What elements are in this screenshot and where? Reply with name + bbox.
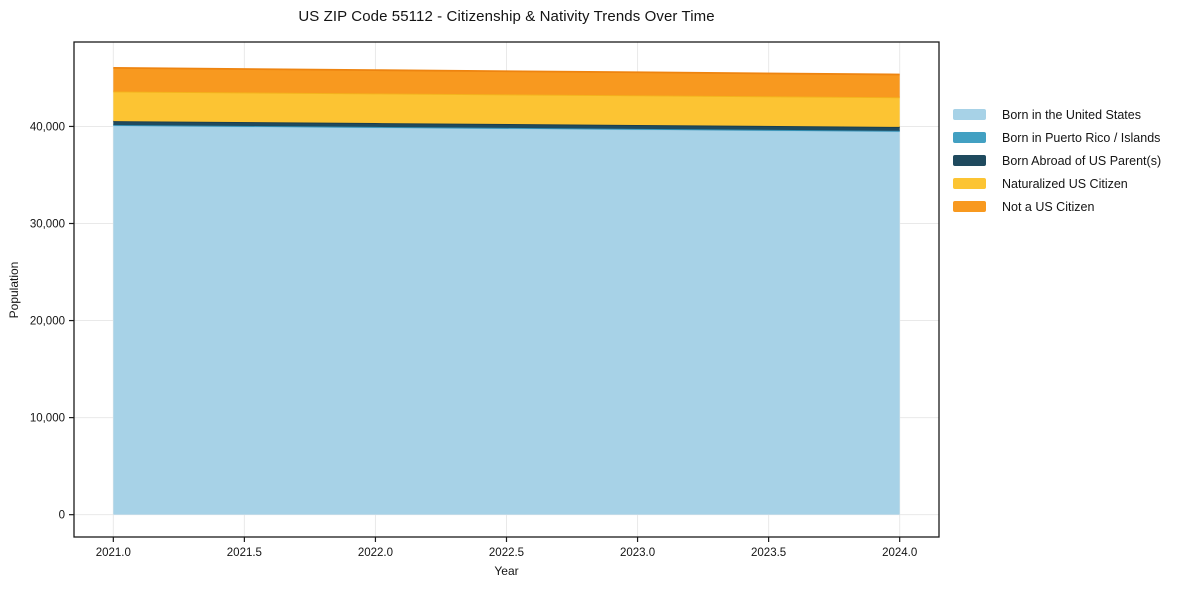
y-tick-label: 20,000 [30,316,65,328]
legend-swatch-born-in-puerto-rico-islands [953,132,986,143]
area-born-in-the-united-states [113,125,900,515]
y-tick-label: 0 [59,510,65,522]
x-tick-label: 2022.5 [489,547,524,559]
legend-item-born-abroad-of-us-parent-s: Born Abroad of US Parent(s) [953,149,1161,172]
area-born-abroad-of-us-parent-s [113,121,900,131]
y-tick-label: 40,000 [30,121,65,133]
legend-item-born-in-the-united-states: Born in the United States [953,103,1161,126]
legend-label: Naturalized US Citizen [1002,176,1128,191]
legend-label: Born in Puerto Rico / Islands [1002,130,1161,145]
x-tick-label: 2021.5 [227,547,262,559]
x-tick-label: 2023.0 [620,547,655,559]
legend: Born in the United States Born in Puerto … [953,103,1161,218]
x-axis-label: Year [494,564,519,578]
legend-swatch-naturalized-us-citizen [953,178,986,189]
legend-label: Not a US Citizen [1002,199,1095,214]
x-tick-label: 2024.0 [882,547,917,559]
x-tick-label: 2022.0 [358,547,393,559]
legend-swatch-born-in-the-united-states [953,109,986,120]
area-not-a-us-citizen [113,67,900,98]
legend-item-naturalized-us-citizen: Naturalized US Citizen [953,172,1161,195]
y-tick-label: 30,000 [30,219,65,231]
y-axis-label: Population [7,261,21,319]
y-tick-label: 10,000 [30,413,65,425]
area-edge-not-a-us-citizen [113,67,900,76]
legend-item-not-a-us-citizen: Not a US Citizen [953,195,1161,218]
legend-swatch-not-a-us-citizen [953,201,986,212]
legend-label: Born in the United States [1002,107,1141,122]
area-naturalized-us-citizen [113,91,900,127]
chart-title: US ZIP Code 55112 - Citizenship & Nativi… [298,8,715,25]
legend-swatch-born-abroad-of-us-parent-s [953,155,986,166]
legend-label: Born Abroad of US Parent(s) [1002,153,1162,168]
legend-item-born-in-puerto-rico-islands: Born in Puerto Rico / Islands [953,126,1161,149]
x-tick-label: 2021.0 [96,547,131,559]
x-tick-label: 2023.5 [751,547,786,559]
